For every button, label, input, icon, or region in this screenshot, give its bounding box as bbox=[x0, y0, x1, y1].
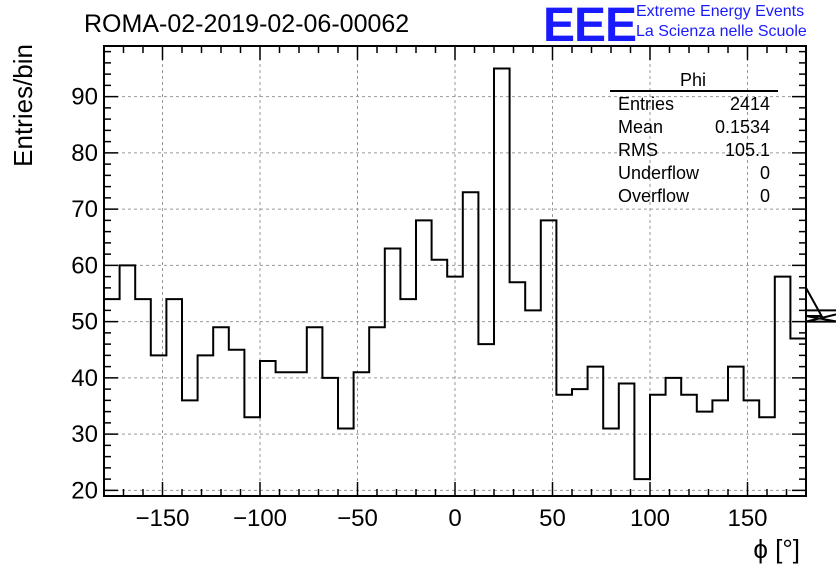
logo-subtitle-line2: La Scienza nelle Scuole bbox=[636, 23, 807, 40]
y-axis-title: Entries/bin bbox=[8, 44, 38, 167]
eee-logo: EEE bbox=[543, 0, 637, 52]
x-tick-label: −50 bbox=[337, 505, 378, 532]
y-tick-label: 80 bbox=[71, 140, 98, 167]
x-tick-label: −100 bbox=[233, 505, 287, 532]
stats-label: Entries bbox=[618, 94, 674, 114]
stats-box-name: Phi bbox=[680, 70, 706, 90]
stats-label: RMS bbox=[618, 140, 658, 160]
y-tick-label: 20 bbox=[71, 477, 98, 504]
chart-title: ROMA-02-2019-02-06-00062 bbox=[84, 10, 410, 38]
grid-lines bbox=[104, 46, 806, 496]
stats-box: Phi Entries 2414 Mean 0.1534 RMS 105.1 Underfl… bbox=[610, 70, 778, 206]
axis-ticks bbox=[103, 46, 807, 496]
stats-value: 0 bbox=[760, 163, 770, 183]
stats-value: 2414 bbox=[730, 94, 770, 114]
y-tick-labels: 20 30 40 50 60 70 80 90 bbox=[71, 84, 98, 505]
stats-label: Mean bbox=[618, 117, 663, 137]
y-tick-label: 40 bbox=[71, 365, 98, 392]
histogram-outline bbox=[104, 67, 836, 481]
stats-label: Overflow bbox=[618, 186, 690, 206]
x-tick-label: 150 bbox=[727, 505, 767, 532]
x-tick-label: −150 bbox=[135, 505, 189, 532]
x-tick-label: 0 bbox=[448, 505, 461, 532]
x-tick-label: 100 bbox=[630, 505, 670, 532]
stats-value: 0.1534 bbox=[715, 117, 770, 137]
stats-value: 105.1 bbox=[725, 140, 770, 160]
x-tick-label: 50 bbox=[539, 505, 566, 532]
x-axis-title: ϕ [°] bbox=[753, 534, 800, 564]
stats-label: Underflow bbox=[618, 163, 700, 183]
stats-value: 0 bbox=[760, 186, 770, 206]
y-tick-label: 50 bbox=[71, 309, 98, 336]
y-tick-label: 70 bbox=[71, 196, 98, 223]
y-tick-label: 90 bbox=[71, 84, 98, 111]
y-tick-label: 30 bbox=[71, 421, 98, 448]
logo-subtitle-line1: Extreme Energy Events bbox=[636, 3, 805, 20]
x-tick-labels: −150 −100 −50 0 50 100 150 bbox=[135, 505, 767, 532]
y-tick-label: 60 bbox=[71, 252, 98, 279]
